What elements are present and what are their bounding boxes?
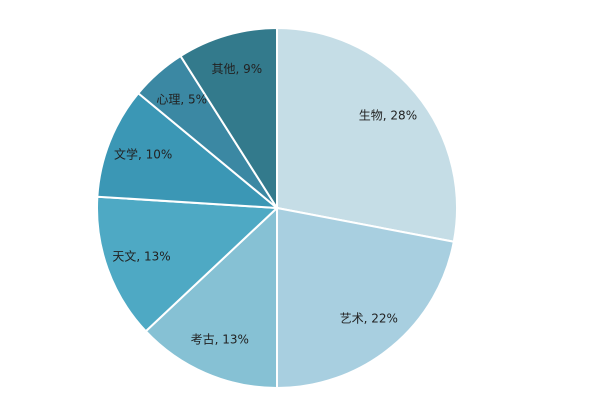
- pie-slice: [96, 91, 281, 210]
- data-label: 生物, 28%: [359, 109, 417, 123]
- data-label: 文学, 10%: [114, 146, 172, 161]
- pie-slice: [179, 26, 278, 212]
- data-label: 艺术, 22%: [340, 311, 398, 325]
- data-label: 考古, 13%: [191, 332, 249, 347]
- data-label: 心理, 5%: [156, 92, 207, 106]
- data-label: 其他, 9%: [211, 62, 262, 76]
- data-label: 天文, 13%: [112, 248, 170, 263]
- pie-slice: [276, 26, 458, 243]
- pie-slice: [144, 205, 278, 390]
- pie-slice: [96, 195, 280, 333]
- pie-slice: [276, 206, 455, 390]
